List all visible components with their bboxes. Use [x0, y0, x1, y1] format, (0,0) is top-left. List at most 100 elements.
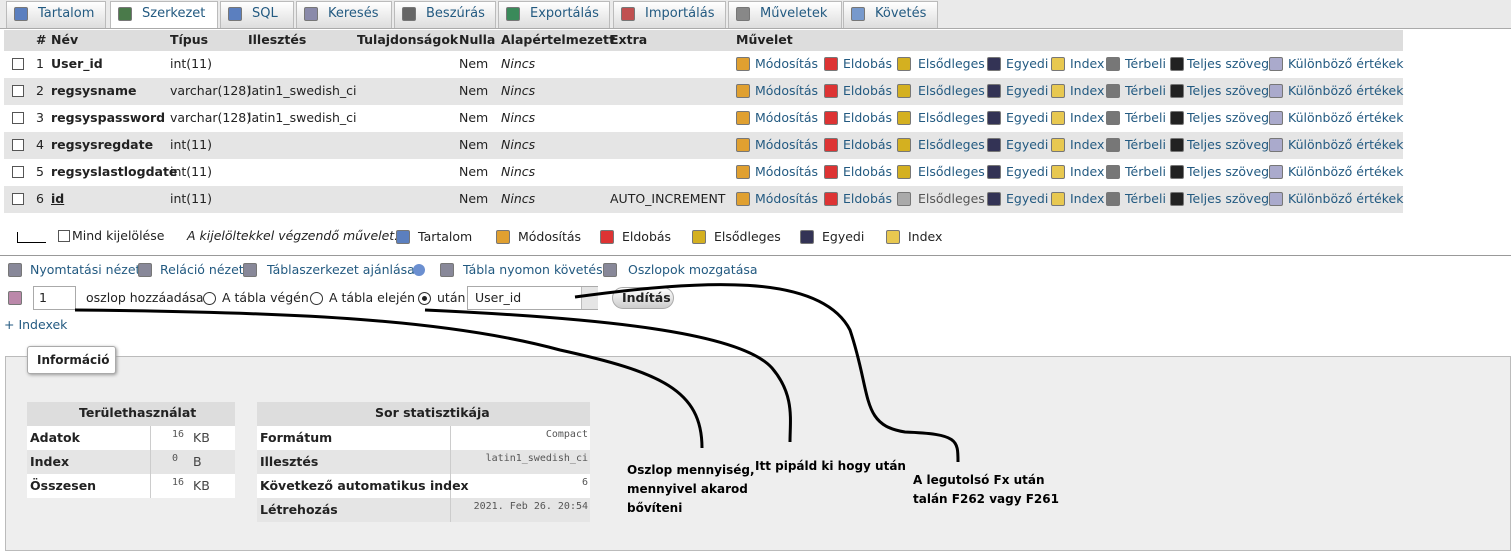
action-link[interactable]: Egyedi: [1006, 110, 1049, 125]
link[interactable]: Nyomtatási nézet: [30, 262, 141, 277]
action-link[interactable]: Elsődleges: [918, 137, 985, 152]
table-row[interactable]: [4, 51, 1403, 78]
radio[interactable]: [418, 292, 431, 305]
action-link[interactable]: Különböző értékek: [1288, 83, 1404, 98]
action-link[interactable]: Index: [1070, 191, 1105, 206]
tab-label[interactable]: Importálás: [645, 6, 715, 21]
table-row[interactable]: [27, 474, 235, 498]
action-link[interactable]: Teljes szöveg: [1187, 164, 1270, 179]
tab-label[interactable]: SQL: [252, 6, 278, 21]
action-link[interactable]: Eldobás: [843, 110, 893, 125]
radio-label[interactable]: A tábla végén: [222, 290, 309, 305]
table-row[interactable]: [4, 132, 1403, 159]
action-link[interactable]: Eldobás: [843, 56, 893, 71]
radio-label[interactable]: A tábla elején: [329, 290, 416, 305]
action-link[interactable]: Teljes szöveg: [1187, 56, 1270, 71]
row-checkbox[interactable]: [12, 139, 24, 151]
tab-label[interactable]: Keresés: [328, 6, 379, 21]
tab-label[interactable]: Műveletek: [760, 6, 828, 21]
action-link[interactable]: Teljes szöveg: [1187, 137, 1270, 152]
link[interactable]: Oszlopok mozgatása: [628, 262, 758, 277]
table-header[interactable]: [4, 30, 1403, 51]
button-label[interactable]: Indítás: [622, 290, 671, 305]
select-arrow[interactable]: [581, 287, 598, 309]
action-link[interactable]: Különböző értékek: [1288, 164, 1404, 179]
bulk-action[interactable]: Eldobás: [622, 229, 672, 244]
table-row[interactable]: [4, 186, 1403, 213]
table-row[interactable]: [27, 450, 235, 474]
bulk-action[interactable]: Módosítás: [518, 229, 582, 244]
cell-default: Nincs: [501, 83, 536, 98]
check-all[interactable]: Mind kijelölése: [72, 228, 165, 243]
action-link[interactable]: Térbeli: [1125, 83, 1166, 98]
action-link[interactable]: Index: [1070, 110, 1105, 125]
checkbox[interactable]: [58, 230, 70, 242]
action-link[interactable]: Módosítás: [755, 56, 819, 71]
action-link[interactable]: Eldobás: [843, 191, 893, 206]
table-row[interactable]: [257, 474, 590, 498]
action-link[interactable]: Különböző értékek: [1288, 137, 1404, 152]
radio[interactable]: [203, 292, 216, 305]
action-link[interactable]: Egyedi: [1006, 164, 1049, 179]
table-row[interactable]: [4, 105, 1403, 132]
tab-label[interactable]: Szerkezet: [142, 6, 206, 21]
indexes-link[interactable]: + Indexek: [4, 317, 68, 332]
action-link[interactable]: Térbeli: [1125, 56, 1166, 71]
action-link[interactable]: Index: [1070, 56, 1105, 71]
action-link[interactable]: Eldobás: [843, 164, 893, 179]
count-input[interactable]: [33, 286, 76, 310]
action-link[interactable]: Teljes szöveg: [1187, 83, 1270, 98]
tab-label[interactable]: Tartalom: [38, 6, 95, 21]
action-link[interactable]: Módosítás: [755, 83, 819, 98]
action-link[interactable]: Módosítás: [755, 191, 819, 206]
action-link[interactable]: Módosítás: [755, 110, 819, 125]
action-link[interactable]: Teljes szöveg: [1187, 110, 1270, 125]
action-link[interactable]: Elsődleges: [918, 83, 985, 98]
tab[interactable]: [110, 1, 218, 28]
table-row[interactable]: [4, 78, 1403, 105]
bulk-action[interactable]: Egyedi: [822, 229, 865, 244]
action-link[interactable]: Térbeli: [1125, 110, 1166, 125]
link[interactable]: Táblaszerkezet ajánlása: [267, 262, 415, 277]
action-link[interactable]: Különböző értékek: [1288, 191, 1404, 206]
action-link[interactable]: Módosítás: [755, 137, 819, 152]
link[interactable]: Tábla nyomon követése: [463, 262, 611, 277]
action-link[interactable]: Térbeli: [1125, 191, 1166, 206]
action-link[interactable]: Módosítás: [755, 164, 819, 179]
row-checkbox[interactable]: [12, 112, 24, 124]
radio[interactable]: [310, 292, 323, 305]
link[interactable]: Reláció nézet: [160, 262, 244, 277]
action-link[interactable]: Elsődleges: [918, 191, 985, 206]
action-link[interactable]: Teljes szöveg: [1187, 191, 1270, 206]
table-row[interactable]: [257, 498, 590, 522]
action-link[interactable]: Eldobás: [843, 137, 893, 152]
row-checkbox[interactable]: [12, 85, 24, 97]
tab-label[interactable]: Beszúrás: [426, 6, 485, 21]
action-link[interactable]: Index: [1070, 137, 1105, 152]
action-link[interactable]: Térbeli: [1125, 164, 1166, 179]
action-link[interactable]: Térbeli: [1125, 137, 1166, 152]
action-link[interactable]: Elsődleges: [918, 56, 985, 71]
action-link[interactable]: Elsődleges: [918, 164, 985, 179]
row-checkbox[interactable]: [12, 58, 24, 70]
bulk-action[interactable]: Index: [908, 229, 943, 244]
action-link[interactable]: Egyedi: [1006, 83, 1049, 98]
action-link[interactable]: Eldobás: [843, 83, 893, 98]
bulk-action[interactable]: Elsődleges: [714, 229, 781, 244]
action-link[interactable]: Egyedi: [1006, 191, 1049, 206]
action-link[interactable]: Különböző értékek: [1288, 56, 1404, 71]
table-row[interactable]: [4, 159, 1403, 186]
row-checkbox[interactable]: [12, 166, 24, 178]
action-link[interactable]: Index: [1070, 164, 1105, 179]
bulk-action[interactable]: Tartalom: [418, 229, 473, 244]
table-row[interactable]: [257, 450, 590, 474]
action-link[interactable]: Egyedi: [1006, 137, 1049, 152]
action-link[interactable]: Index: [1070, 83, 1105, 98]
tab-label[interactable]: Exportálás: [530, 6, 599, 21]
action-link[interactable]: Különböző értékek: [1288, 110, 1404, 125]
row-checkbox[interactable]: [12, 193, 24, 205]
action-link[interactable]: Elsődleges: [918, 110, 985, 125]
tab-label[interactable]: Követés: [875, 6, 927, 21]
action-link[interactable]: Egyedi: [1006, 56, 1049, 71]
radio-label[interactable]: után: [437, 290, 466, 305]
